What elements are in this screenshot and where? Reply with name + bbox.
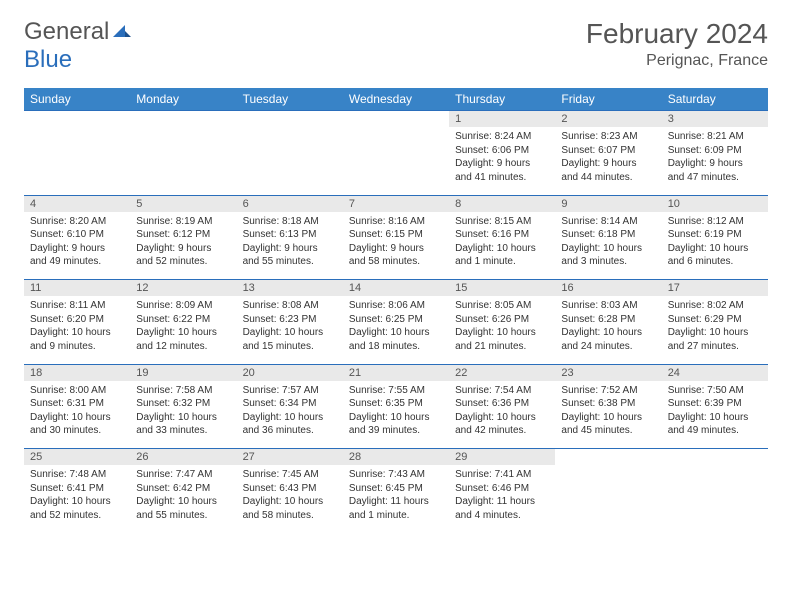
day-number-cell: 13 bbox=[237, 280, 343, 297]
day-content-cell bbox=[130, 127, 236, 195]
day-content-cell: Sunrise: 8:11 AMSunset: 6:20 PMDaylight:… bbox=[24, 296, 130, 364]
day-content-cell: Sunrise: 7:57 AMSunset: 6:34 PMDaylight:… bbox=[237, 381, 343, 449]
day-content-cell: Sunrise: 8:00 AMSunset: 6:31 PMDaylight:… bbox=[24, 381, 130, 449]
day-number-cell: 6 bbox=[237, 195, 343, 212]
day-content-cell: Sunrise: 8:15 AMSunset: 6:16 PMDaylight:… bbox=[449, 212, 555, 280]
day-content-cell: Sunrise: 8:20 AMSunset: 6:10 PMDaylight:… bbox=[24, 212, 130, 280]
logo: GeneralBlue bbox=[24, 18, 131, 74]
day-number-cell: 17 bbox=[662, 280, 768, 297]
day-number-row: 18192021222324 bbox=[24, 364, 768, 381]
day-content-cell bbox=[24, 127, 130, 195]
day-content-cell: Sunrise: 7:50 AMSunset: 6:39 PMDaylight:… bbox=[662, 381, 768, 449]
day-content-cell bbox=[555, 465, 661, 533]
day-content-row: Sunrise: 7:48 AMSunset: 6:41 PMDaylight:… bbox=[24, 465, 768, 533]
day-content-cell: Sunrise: 7:58 AMSunset: 6:32 PMDaylight:… bbox=[130, 381, 236, 449]
day-content-cell: Sunrise: 8:24 AMSunset: 6:06 PMDaylight:… bbox=[449, 127, 555, 195]
logo-word-2: Blue bbox=[24, 46, 72, 73]
day-content-cell bbox=[237, 127, 343, 195]
calendar-table: SundayMondayTuesdayWednesdayThursdayFrid… bbox=[24, 88, 768, 533]
month-title: February 2024 bbox=[586, 18, 768, 50]
header: GeneralBlue February 2024 Perignac, Fran… bbox=[24, 18, 768, 74]
weekday-header: Monday bbox=[130, 88, 236, 111]
day-content-row: Sunrise: 8:11 AMSunset: 6:20 PMDaylight:… bbox=[24, 296, 768, 364]
day-content-row: Sunrise: 8:20 AMSunset: 6:10 PMDaylight:… bbox=[24, 212, 768, 280]
day-content-cell: Sunrise: 7:55 AMSunset: 6:35 PMDaylight:… bbox=[343, 381, 449, 449]
day-content-cell bbox=[343, 127, 449, 195]
day-number-cell: 20 bbox=[237, 364, 343, 381]
day-content-cell: Sunrise: 8:09 AMSunset: 6:22 PMDaylight:… bbox=[130, 296, 236, 364]
day-content-cell: Sunrise: 8:12 AMSunset: 6:19 PMDaylight:… bbox=[662, 212, 768, 280]
day-number-cell bbox=[555, 449, 661, 466]
day-content-cell: Sunrise: 8:16 AMSunset: 6:15 PMDaylight:… bbox=[343, 212, 449, 280]
title-block: February 2024 Perignac, France bbox=[586, 18, 768, 70]
day-number-cell: 21 bbox=[343, 364, 449, 381]
day-number-cell: 3 bbox=[662, 111, 768, 128]
day-content-cell: Sunrise: 7:54 AMSunset: 6:36 PMDaylight:… bbox=[449, 381, 555, 449]
day-number-cell: 4 bbox=[24, 195, 130, 212]
day-content-cell: Sunrise: 8:23 AMSunset: 6:07 PMDaylight:… bbox=[555, 127, 661, 195]
day-number-cell: 11 bbox=[24, 280, 130, 297]
logo-text: GeneralBlue bbox=[24, 18, 131, 74]
day-number-cell: 26 bbox=[130, 449, 236, 466]
day-number-cell: 1 bbox=[449, 111, 555, 128]
day-number-row: 2526272829 bbox=[24, 449, 768, 466]
day-number-cell: 29 bbox=[449, 449, 555, 466]
day-number-cell: 19 bbox=[130, 364, 236, 381]
day-content-cell: Sunrise: 8:08 AMSunset: 6:23 PMDaylight:… bbox=[237, 296, 343, 364]
day-number-cell: 10 bbox=[662, 195, 768, 212]
day-content-cell: Sunrise: 8:05 AMSunset: 6:26 PMDaylight:… bbox=[449, 296, 555, 364]
weekday-header-row: SundayMondayTuesdayWednesdayThursdayFrid… bbox=[24, 88, 768, 111]
day-content-cell: Sunrise: 8:18 AMSunset: 6:13 PMDaylight:… bbox=[237, 212, 343, 280]
day-number-cell: 24 bbox=[662, 364, 768, 381]
day-number-cell bbox=[662, 449, 768, 466]
day-number-cell: 22 bbox=[449, 364, 555, 381]
day-number-cell: 25 bbox=[24, 449, 130, 466]
day-number-cell: 5 bbox=[130, 195, 236, 212]
day-number-cell: 28 bbox=[343, 449, 449, 466]
day-content-row: Sunrise: 8:24 AMSunset: 6:06 PMDaylight:… bbox=[24, 127, 768, 195]
day-number-cell: 14 bbox=[343, 280, 449, 297]
weekday-header: Saturday bbox=[662, 88, 768, 111]
day-content-cell: Sunrise: 7:41 AMSunset: 6:46 PMDaylight:… bbox=[449, 465, 555, 533]
day-number-cell bbox=[237, 111, 343, 128]
day-number-cell: 15 bbox=[449, 280, 555, 297]
weekday-header: Sunday bbox=[24, 88, 130, 111]
day-number-cell: 23 bbox=[555, 364, 661, 381]
day-number-cell bbox=[130, 111, 236, 128]
day-content-cell bbox=[662, 465, 768, 533]
day-number-cell bbox=[24, 111, 130, 128]
day-number-cell: 16 bbox=[555, 280, 661, 297]
day-number-cell: 7 bbox=[343, 195, 449, 212]
day-content-cell: Sunrise: 7:48 AMSunset: 6:41 PMDaylight:… bbox=[24, 465, 130, 533]
weekday-header: Tuesday bbox=[237, 88, 343, 111]
day-number-cell: 12 bbox=[130, 280, 236, 297]
day-content-cell: Sunrise: 8:19 AMSunset: 6:12 PMDaylight:… bbox=[130, 212, 236, 280]
day-number-row: 45678910 bbox=[24, 195, 768, 212]
day-number-row: 11121314151617 bbox=[24, 280, 768, 297]
logo-word-1: General bbox=[24, 18, 109, 45]
day-content-cell: Sunrise: 8:03 AMSunset: 6:28 PMDaylight:… bbox=[555, 296, 661, 364]
day-content-cell: Sunrise: 8:02 AMSunset: 6:29 PMDaylight:… bbox=[662, 296, 768, 364]
day-number-cell bbox=[343, 111, 449, 128]
location: Perignac, France bbox=[586, 52, 768, 70]
logo-sail-icon bbox=[111, 18, 131, 46]
day-content-cell: Sunrise: 8:14 AMSunset: 6:18 PMDaylight:… bbox=[555, 212, 661, 280]
weekday-header: Friday bbox=[555, 88, 661, 111]
day-number-cell: 9 bbox=[555, 195, 661, 212]
weekday-header: Wednesday bbox=[343, 88, 449, 111]
day-number-cell: 2 bbox=[555, 111, 661, 128]
day-content-cell: Sunrise: 7:52 AMSunset: 6:38 PMDaylight:… bbox=[555, 381, 661, 449]
day-content-cell: Sunrise: 7:47 AMSunset: 6:42 PMDaylight:… bbox=[130, 465, 236, 533]
day-number-cell: 18 bbox=[24, 364, 130, 381]
day-number-cell: 8 bbox=[449, 195, 555, 212]
day-content-cell: Sunrise: 8:21 AMSunset: 6:09 PMDaylight:… bbox=[662, 127, 768, 195]
day-content-cell: Sunrise: 7:43 AMSunset: 6:45 PMDaylight:… bbox=[343, 465, 449, 533]
day-number-row: 123 bbox=[24, 111, 768, 128]
day-content-cell: Sunrise: 8:06 AMSunset: 6:25 PMDaylight:… bbox=[343, 296, 449, 364]
day-content-row: Sunrise: 8:00 AMSunset: 6:31 PMDaylight:… bbox=[24, 381, 768, 449]
day-number-cell: 27 bbox=[237, 449, 343, 466]
day-content-cell: Sunrise: 7:45 AMSunset: 6:43 PMDaylight:… bbox=[237, 465, 343, 533]
weekday-header: Thursday bbox=[449, 88, 555, 111]
